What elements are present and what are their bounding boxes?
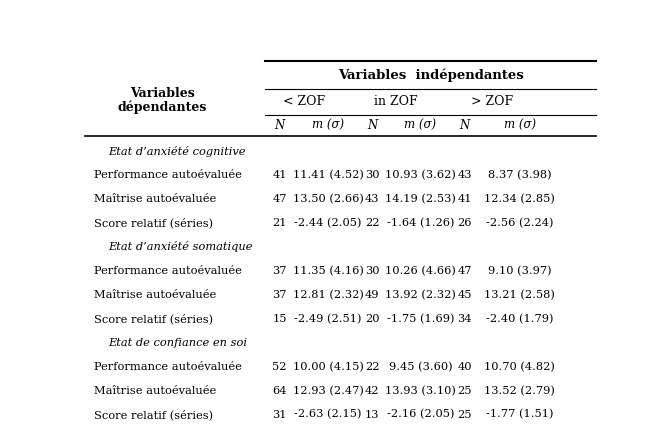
Text: 13.50 (2.66): 13.50 (2.66)	[292, 194, 363, 204]
Text: 30: 30	[365, 170, 379, 180]
Text: Etat d’anxiété cognitive: Etat d’anxiété cognitive	[109, 146, 246, 157]
Text: N: N	[274, 119, 285, 132]
Text: < ZOF: < ZOF	[282, 95, 325, 108]
Text: 13.93 (3.10): 13.93 (3.10)	[385, 386, 456, 396]
Text: 12.81 (2.32): 12.81 (2.32)	[292, 290, 363, 300]
Text: 10.93 (3.62): 10.93 (3.62)	[385, 170, 456, 180]
Text: Performance autoévaluée: Performance autoévaluée	[94, 170, 242, 180]
Text: -1.64 (1.26): -1.64 (1.26)	[387, 218, 454, 228]
Text: 40: 40	[457, 362, 472, 371]
Text: 64: 64	[272, 386, 287, 396]
Text: N: N	[459, 119, 470, 132]
Text: -2.44 (2.05): -2.44 (2.05)	[294, 218, 362, 228]
Text: m (σ): m (σ)	[504, 119, 536, 132]
Text: -2.63 (2.15): -2.63 (2.15)	[294, 409, 362, 420]
Text: 14.19 (2.53): 14.19 (2.53)	[385, 194, 456, 204]
Text: -2.56 (2.24): -2.56 (2.24)	[486, 218, 554, 228]
Text: 10.70 (4.82): 10.70 (4.82)	[484, 362, 555, 372]
Text: Variables  indépendantes: Variables indépendantes	[338, 69, 524, 83]
Text: 12.34 (2.85): 12.34 (2.85)	[484, 194, 555, 204]
Text: 13: 13	[365, 409, 379, 420]
Text: in ZOF: in ZOF	[375, 95, 418, 108]
Text: -2.40 (1.79): -2.40 (1.79)	[486, 314, 554, 324]
Text: Maîtrise autoévaluée: Maîtrise autoévaluée	[94, 290, 216, 300]
Text: 13.52 (2.79): 13.52 (2.79)	[484, 386, 555, 396]
Text: Variables: Variables	[130, 87, 195, 100]
Text: 13.21 (2.58): 13.21 (2.58)	[484, 290, 555, 300]
Text: 8.37 (3.98): 8.37 (3.98)	[488, 170, 552, 180]
Text: 26: 26	[457, 218, 472, 228]
Text: 11.41 (4.52): 11.41 (4.52)	[292, 170, 363, 180]
Text: Score relatif (séries): Score relatif (séries)	[94, 218, 213, 228]
Text: -2.49 (2.51): -2.49 (2.51)	[294, 314, 362, 324]
Text: 41: 41	[457, 194, 472, 204]
Text: 22: 22	[365, 218, 379, 228]
Text: 42: 42	[365, 386, 379, 396]
Text: 22: 22	[365, 362, 379, 371]
Text: Performance autoévaluée: Performance autoévaluée	[94, 266, 242, 276]
Text: 10.26 (4.66): 10.26 (4.66)	[385, 266, 456, 276]
Text: Maîtrise autoévaluée: Maîtrise autoévaluée	[94, 386, 216, 396]
Text: -2.16 (2.05): -2.16 (2.05)	[387, 409, 454, 420]
Text: 52: 52	[272, 362, 287, 371]
Text: > ZOF: > ZOF	[471, 95, 513, 108]
Text: 30: 30	[365, 266, 379, 276]
Text: Etat de confiance en soi: Etat de confiance en soi	[109, 338, 247, 348]
Text: 10.00 (4.15): 10.00 (4.15)	[292, 362, 363, 372]
Text: 43: 43	[457, 170, 472, 180]
Text: 37: 37	[272, 290, 287, 300]
Text: 13.92 (2.32): 13.92 (2.32)	[385, 290, 456, 300]
Text: 20: 20	[365, 314, 379, 324]
Text: 31: 31	[272, 409, 287, 420]
Text: Score relatif (séries): Score relatif (séries)	[94, 314, 213, 324]
Text: 11.35 (4.16): 11.35 (4.16)	[292, 266, 363, 276]
Text: 47: 47	[272, 194, 287, 204]
Text: 9.10 (3.97): 9.10 (3.97)	[488, 266, 552, 276]
Text: 12.93 (2.47): 12.93 (2.47)	[292, 386, 363, 396]
Text: 15: 15	[272, 314, 287, 324]
Text: 49: 49	[365, 290, 379, 300]
Text: m (σ): m (σ)	[404, 119, 436, 132]
Text: m (σ): m (σ)	[312, 119, 344, 132]
Text: 41: 41	[272, 170, 287, 180]
Text: 9.45 (3.60): 9.45 (3.60)	[389, 362, 452, 372]
Text: -1.77 (1.51): -1.77 (1.51)	[486, 409, 554, 420]
Text: dépendantes: dépendantes	[118, 100, 208, 114]
Text: 25: 25	[457, 386, 472, 396]
Text: 47: 47	[457, 266, 472, 276]
Text: -1.75 (1.69): -1.75 (1.69)	[387, 314, 454, 324]
Text: 25: 25	[457, 409, 472, 420]
Text: Performance autoévaluée: Performance autoévaluée	[94, 362, 242, 371]
Text: 21: 21	[272, 218, 287, 228]
Text: 34: 34	[457, 314, 472, 324]
Text: Etat d’anxiété somatique: Etat d’anxiété somatique	[109, 242, 253, 253]
Text: 45: 45	[457, 290, 472, 300]
Text: 43: 43	[365, 194, 379, 204]
Text: Score relatif (séries): Score relatif (séries)	[94, 409, 213, 420]
Text: Maîtrise autoévaluée: Maîtrise autoévaluée	[94, 194, 216, 204]
Text: 37: 37	[272, 266, 287, 276]
Text: N: N	[367, 119, 377, 132]
